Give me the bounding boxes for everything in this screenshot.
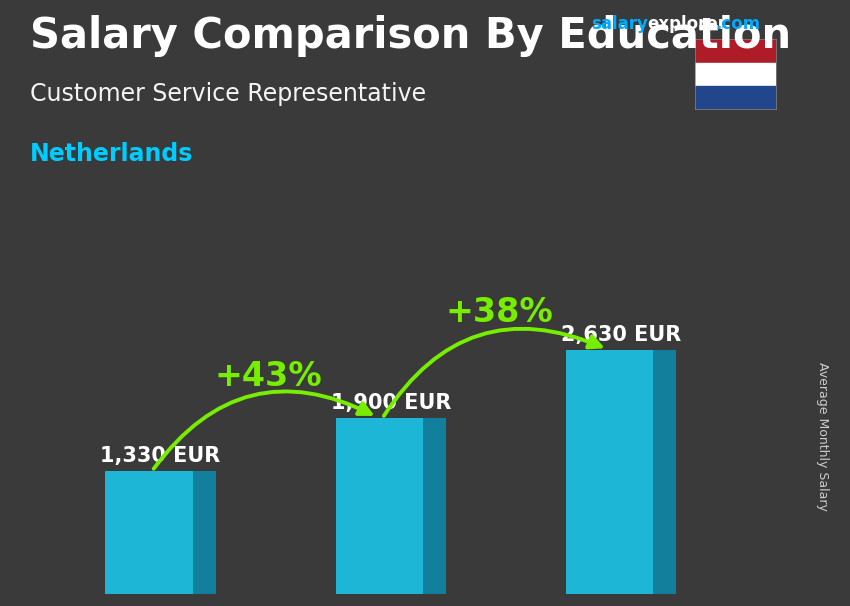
Text: +38%: +38% (445, 296, 552, 329)
Text: Netherlands: Netherlands (30, 142, 193, 167)
Text: explorer: explorer (648, 15, 727, 33)
Text: +43%: +43% (215, 361, 322, 393)
Bar (695, 86, 776, 109)
Text: Customer Service Representative: Customer Service Representative (30, 82, 426, 106)
Text: 1,900 EUR: 1,900 EUR (331, 393, 451, 413)
Bar (105, 471, 193, 594)
Bar (565, 350, 653, 594)
Text: Salary Comparison By Education: Salary Comparison By Education (30, 15, 790, 57)
Text: salary: salary (591, 15, 648, 33)
Polygon shape (193, 471, 216, 594)
Bar (336, 418, 423, 594)
Polygon shape (653, 350, 676, 594)
Text: 2,630 EUR: 2,630 EUR (561, 325, 681, 345)
Text: .com: .com (716, 15, 761, 33)
Text: 1,330 EUR: 1,330 EUR (100, 445, 221, 465)
Polygon shape (423, 418, 446, 594)
Text: Average Monthly Salary: Average Monthly Salary (816, 362, 829, 511)
Bar (695, 39, 776, 62)
Bar (695, 62, 776, 86)
